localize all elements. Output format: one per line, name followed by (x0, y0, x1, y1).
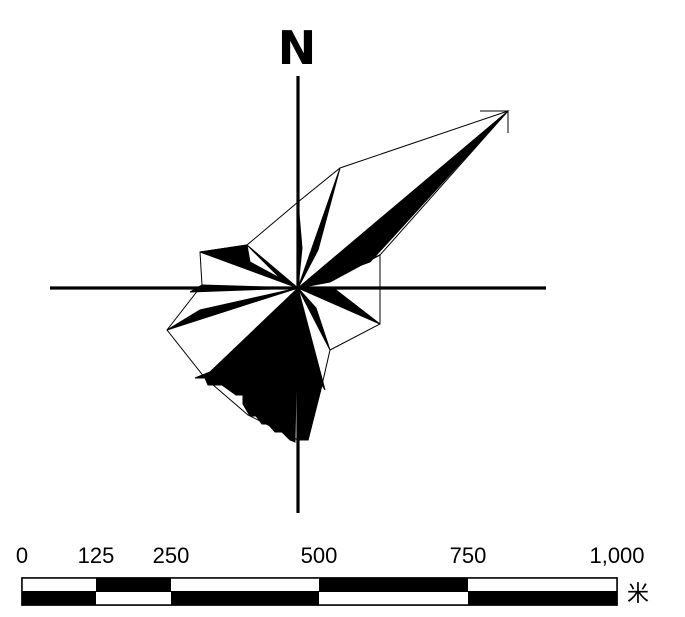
direction-rose (166, 109, 510, 443)
petal-ene (297, 254, 381, 289)
scale-seg-top-4 (319, 578, 468, 592)
scale-seg-bot-2 (96, 591, 171, 605)
scale-seg-top-3 (171, 578, 319, 592)
scale-seg-top-2 (96, 578, 171, 592)
scale-seg-bot-1 (22, 591, 96, 605)
scale-seg-bot-5 (468, 591, 617, 605)
scale-tick-250: 250 (153, 543, 190, 568)
scale-tick-1000: 1,000 (589, 543, 644, 568)
scale-unit-label: 米 (627, 582, 649, 607)
scale-seg-top-1 (22, 578, 96, 592)
scale-tick-750: 750 (450, 543, 487, 568)
petal-wsw (166, 287, 299, 331)
scale-tick-125: 125 (78, 543, 115, 568)
petal-w (189, 284, 299, 293)
scale-tick-0: 0 (16, 543, 28, 568)
rose-petals (166, 110, 509, 443)
petal-nne (297, 167, 341, 289)
scale-seg-top-5 (468, 578, 617, 592)
petal-s (297, 287, 309, 441)
north-label: N (278, 21, 317, 75)
scale-tick-500: 500 (301, 543, 338, 568)
scale-seg-bot-4 (319, 591, 468, 605)
scale-seg-bot-3 (171, 591, 319, 605)
petal-sw (194, 286, 299, 443)
petal-se (297, 287, 331, 351)
scale-bar: 0 125 250 500 750 1,000 米 (16, 543, 649, 607)
petal-ese (297, 287, 381, 325)
petal-n (297, 201, 303, 289)
petal-wnw-outer (199, 244, 299, 289)
